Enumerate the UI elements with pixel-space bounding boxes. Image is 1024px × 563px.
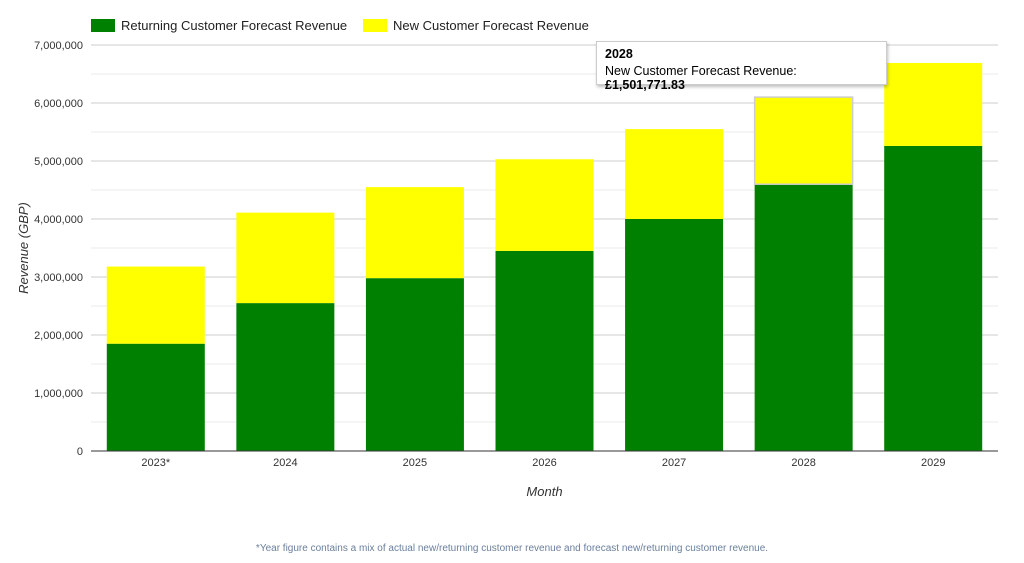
tooltip-title: 2028 (605, 47, 633, 61)
legend-swatch (91, 19, 115, 32)
bar-returning-2027[interactable] (625, 219, 724, 451)
y-axis-ticks: 0 1,000,000 2,000,000 3,000,000 4,000,000 5,0… (34, 40, 83, 458)
tooltip-body: New Customer Forecast Revenue: £1,501,77… (605, 64, 878, 92)
legend: Returning Customer Forecast Revenue New C… (91, 18, 589, 33)
bar-new-2024[interactable] (236, 212, 335, 304)
y-tick-label: 1,000,000 (34, 388, 83, 400)
footnote: *Year figure contains a mix of actual ne… (255, 543, 769, 554)
y-tick-label: 4,000,000 (34, 214, 83, 226)
bar-returning-2024[interactable] (236, 303, 335, 451)
x-tick-label: 2029 (921, 457, 945, 469)
y-tick-label: 6,000,000 (34, 98, 83, 110)
bar-returning-2026[interactable] (495, 250, 594, 451)
bar-new-2025[interactable] (365, 187, 464, 279)
y-axis-title: Revenue (GBP) (16, 202, 31, 294)
y-tick-label: 5,000,000 (34, 156, 83, 168)
x-axis-title: Month (526, 484, 562, 499)
tooltip: 2028 New Customer Forecast Revenue: £1,5… (596, 41, 887, 92)
bar-returning-2025[interactable] (365, 278, 464, 451)
x-tick-label: 2024 (273, 457, 297, 469)
x-axis-ticks: 2023* 2024 2025 2026 2027 2028 2029 (141, 457, 945, 469)
x-tick-label: 2025 (403, 457, 427, 469)
bar-new-2028[interactable] (753, 96, 854, 185)
bar-returning-2023[interactable] (106, 343, 205, 451)
tooltip-value: £1,501,771.83 (605, 78, 685, 92)
bar-returning-2028[interactable] (754, 184, 853, 451)
legend-label: New Customer Forecast Revenue (393, 18, 589, 33)
bar-new-2029[interactable] (884, 62, 983, 146)
bar-new-2026[interactable] (495, 159, 594, 251)
x-tick-label: 2027 (662, 457, 686, 469)
bar-returning-2029[interactable] (884, 145, 983, 452)
bars (106, 62, 983, 452)
y-tick-label: 2,000,000 (34, 330, 83, 342)
x-tick-label: 2026 (532, 457, 556, 469)
x-tick-label: 2023* (141, 457, 170, 469)
legend-label: Returning Customer Forecast Revenue (121, 18, 347, 33)
y-tick-label: 7,000,000 (34, 40, 83, 52)
tooltip-label: New Customer Forecast Revenue: (605, 64, 797, 78)
bar-new-2023[interactable] (106, 266, 205, 344)
bar-new-2027[interactable] (625, 129, 724, 219)
legend-swatch (363, 19, 387, 32)
y-tick-label: 0 (77, 446, 83, 458)
y-tick-label: 3,000,000 (34, 272, 83, 284)
x-tick-label: 2028 (791, 457, 815, 469)
